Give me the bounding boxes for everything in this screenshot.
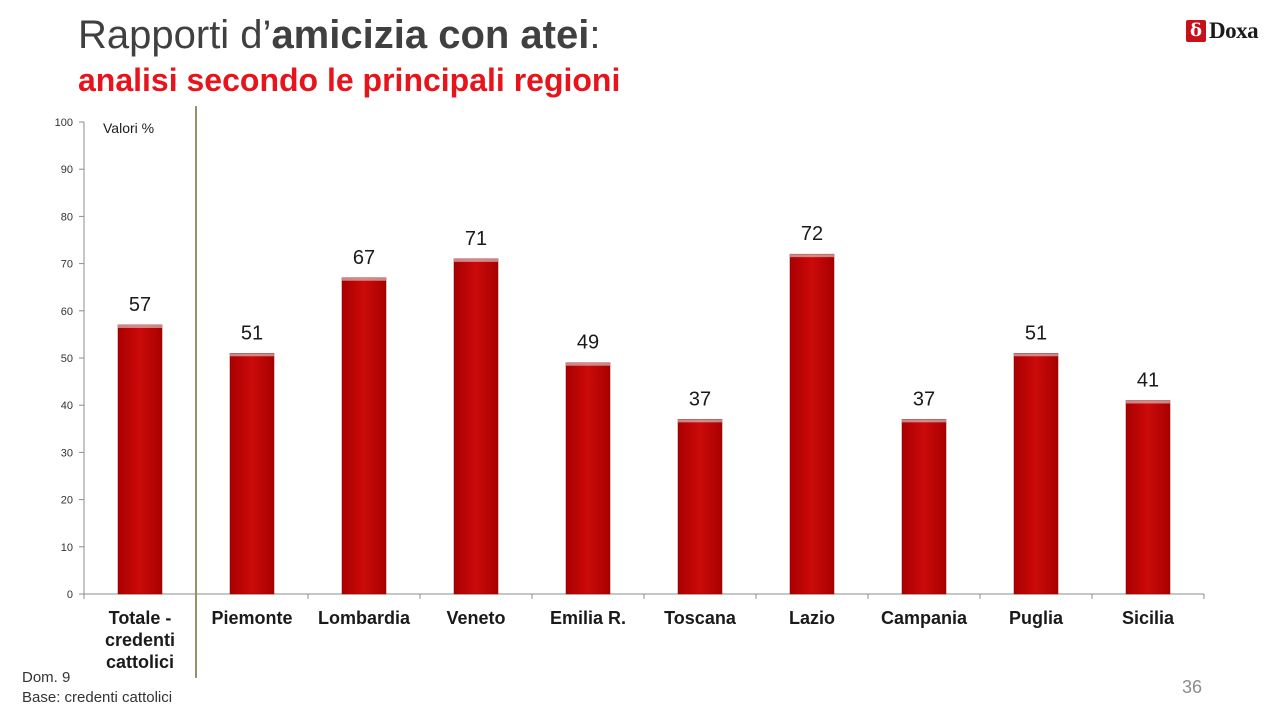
page-number: 36 bbox=[1182, 677, 1203, 697]
y-tick-label: 0 bbox=[67, 589, 73, 601]
category-label: Sicilia bbox=[1122, 608, 1175, 628]
y-tick-label: 70 bbox=[61, 259, 73, 271]
data-label: 57 bbox=[129, 294, 151, 316]
bar-top-highlight bbox=[678, 419, 722, 423]
category-label: Toscana bbox=[664, 608, 737, 628]
footer-notes: Dom. 9 Base: credenti cattolici bbox=[22, 668, 172, 708]
category-label: Emilia R. bbox=[550, 608, 626, 628]
doxa-logo: δ Doxa bbox=[1186, 18, 1259, 44]
bar bbox=[565, 362, 611, 595]
doxa-logo-mark-icon: δ bbox=[1186, 20, 1206, 42]
data-label: 41 bbox=[1137, 369, 1159, 391]
title-bold: amicizia con atei bbox=[271, 13, 590, 57]
bar bbox=[229, 353, 275, 595]
footer-question-ref: Dom. 9 bbox=[22, 669, 71, 686]
bar bbox=[789, 253, 835, 595]
bar bbox=[677, 419, 723, 595]
bar-top-highlight bbox=[902, 419, 946, 423]
slide-subtitle: analisi secondo le principali regioni bbox=[78, 62, 621, 98]
doxa-logo-text: Doxa bbox=[1209, 18, 1259, 43]
y-tick-label: 60 bbox=[61, 306, 73, 318]
data-label: 51 bbox=[1025, 322, 1047, 344]
category-label: Totale - bbox=[109, 608, 172, 628]
bar-top-highlight bbox=[1014, 353, 1058, 357]
title-suffix: : bbox=[589, 13, 601, 57]
y-tick-label: 50 bbox=[61, 353, 73, 365]
title-prefix: Rapporti d’ bbox=[78, 13, 272, 57]
category-label: Piemonte bbox=[211, 608, 292, 628]
y-tick-label: 100 bbox=[55, 117, 73, 129]
y-tick-label: 30 bbox=[61, 447, 73, 459]
data-label: 51 bbox=[241, 322, 263, 344]
bar-top-highlight bbox=[1126, 400, 1170, 404]
y-tick-label: 80 bbox=[61, 211, 73, 223]
y-tick-label: 10 bbox=[61, 542, 73, 554]
bar-top-highlight bbox=[230, 353, 274, 357]
data-label: 37 bbox=[689, 388, 711, 410]
y-tick-label: 90 bbox=[61, 164, 73, 176]
bar-top-highlight bbox=[566, 362, 610, 366]
bar bbox=[341, 277, 387, 595]
bar bbox=[453, 258, 499, 595]
y-tick-label: 20 bbox=[61, 495, 73, 507]
category-label: Lazio bbox=[789, 608, 835, 628]
bar-top-highlight bbox=[790, 254, 834, 258]
category-label: Campania bbox=[881, 608, 968, 628]
y-tick-label: 40 bbox=[61, 400, 73, 412]
bar-top-highlight bbox=[342, 277, 386, 281]
bar-top-highlight bbox=[118, 324, 162, 328]
bar bbox=[1013, 353, 1059, 595]
category-label: Veneto bbox=[446, 608, 505, 628]
category-label: credenti bbox=[105, 630, 175, 650]
footer-base: Base: credenti cattolici bbox=[22, 689, 173, 706]
data-label: 49 bbox=[577, 332, 599, 354]
unit-annotation: Valori % bbox=[103, 120, 154, 136]
category-label: cattolici bbox=[106, 652, 174, 672]
data-label: 71 bbox=[465, 228, 487, 250]
bar bbox=[901, 419, 947, 595]
data-label: 37 bbox=[913, 388, 935, 410]
slide-title: Rapporti d’amicizia con atei: bbox=[78, 10, 600, 60]
category-label: Lombardia bbox=[318, 608, 411, 628]
bar bbox=[117, 324, 163, 595]
bar-top-highlight bbox=[454, 258, 498, 262]
data-label: 72 bbox=[801, 223, 823, 245]
bar bbox=[1125, 400, 1171, 595]
data-label: 67 bbox=[353, 247, 375, 269]
category-label: Puglia bbox=[1009, 608, 1064, 628]
